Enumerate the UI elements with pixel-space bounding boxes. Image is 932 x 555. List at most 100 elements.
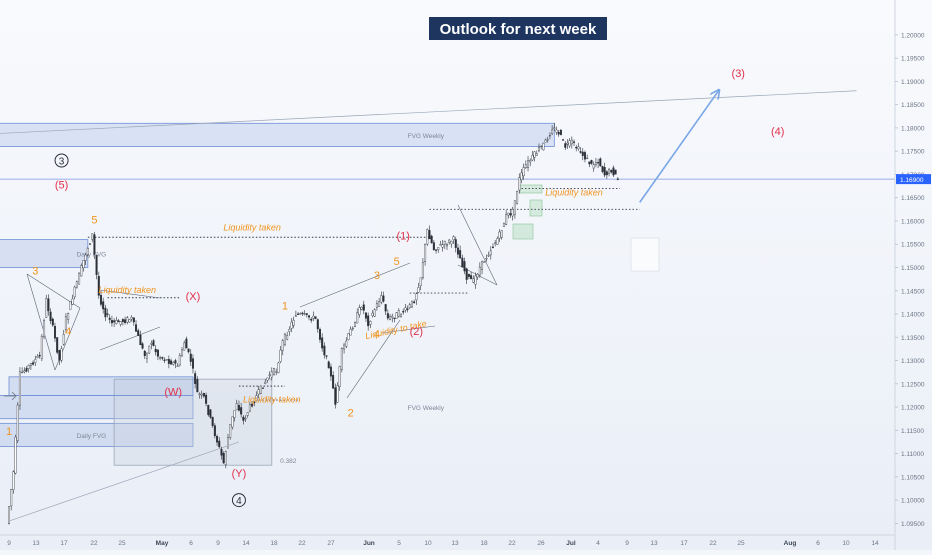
candle-body	[454, 239, 457, 248]
candle-body	[321, 337, 324, 349]
candle-body	[91, 233, 94, 240]
candle-body	[557, 132, 560, 135]
candle-body	[69, 301, 72, 310]
candle-body	[367, 315, 370, 327]
candle-body	[99, 294, 102, 305]
candle-body	[235, 403, 238, 410]
candle-body	[200, 393, 203, 396]
candle-body	[450, 241, 453, 245]
candle-body	[132, 317, 135, 323]
candle-body	[446, 244, 449, 247]
candle-body	[511, 209, 514, 217]
circled-wave-label: 4	[236, 496, 242, 507]
zone-label: FVG Weekly	[408, 133, 445, 140]
candle-body	[126, 317, 129, 323]
candle-body	[246, 412, 249, 416]
wave-label: 2	[348, 407, 354, 419]
candle-body	[174, 360, 177, 364]
time-tick-label: Jul	[566, 540, 576, 547]
candle-body	[524, 164, 527, 168]
candle-body	[362, 304, 365, 311]
candle-body	[187, 348, 190, 353]
candle-body	[441, 244, 444, 248]
candle-body	[472, 278, 475, 283]
candle-body	[198, 393, 201, 395]
candle-body	[272, 368, 275, 375]
candle-body	[601, 166, 604, 172]
candle-body	[255, 395, 258, 401]
candle-body	[384, 304, 387, 312]
candle-body	[421, 262, 424, 279]
time-tick-label: 9	[7, 540, 11, 547]
candle-body	[226, 437, 229, 449]
candle-body	[119, 321, 122, 325]
candle-body	[378, 301, 381, 307]
candle-body	[583, 152, 586, 160]
candle-body	[599, 158, 602, 167]
time-tick-label: 25	[118, 540, 126, 547]
candle-body	[53, 326, 56, 339]
time-tick-label: 22	[508, 540, 516, 547]
candle-body	[588, 161, 591, 165]
candle-body	[75, 281, 78, 288]
time-tick-label: 22	[298, 540, 306, 547]
candle-body	[211, 416, 214, 426]
candle-body	[152, 340, 155, 346]
candle-body	[358, 307, 361, 315]
candle-body	[397, 310, 400, 317]
candle-body	[213, 425, 216, 437]
price-tick-label: 1.13500	[901, 335, 925, 342]
time-tick-label: 13	[650, 540, 658, 547]
time-tick-label: 17	[680, 540, 688, 547]
candle-body	[178, 355, 181, 366]
pattern-line	[99, 326, 161, 351]
price-tick-label: 1.18500	[901, 102, 925, 109]
candle-body	[327, 361, 330, 369]
candle-body	[38, 355, 41, 357]
candle-body	[145, 353, 148, 359]
candle-body	[590, 160, 593, 164]
time-tick-label: 27	[327, 540, 335, 547]
candle-body	[222, 453, 225, 464]
time-tick-label: 4	[596, 540, 600, 547]
price-tick-label: 1.15000	[901, 265, 925, 272]
candle-body	[478, 266, 481, 276]
candle-body	[393, 317, 396, 320]
candle-body	[183, 342, 186, 351]
candle-body	[474, 275, 477, 285]
candle-body	[343, 344, 346, 350]
pattern-line	[346, 319, 401, 399]
candle-body	[95, 255, 98, 275]
candle-body	[507, 212, 510, 216]
candle-body	[7, 506, 10, 524]
candle-body	[305, 313, 308, 315]
candle-body	[570, 139, 573, 145]
liquidity-label: Liquidity taken	[243, 394, 301, 404]
candle-body	[373, 309, 376, 317]
candle-body	[292, 319, 295, 326]
candle-body	[113, 320, 116, 323]
candle-body	[389, 315, 392, 320]
candle-body	[275, 371, 278, 373]
candle-body	[181, 349, 184, 357]
candle-body	[380, 295, 383, 303]
price-tick-label: 1.14500	[901, 288, 925, 295]
candle-body	[612, 167, 615, 176]
candle-body	[205, 394, 208, 404]
candle-body	[581, 151, 584, 156]
candle-body	[40, 336, 43, 359]
candle-body	[308, 315, 311, 318]
candle-body	[439, 244, 442, 246]
candle-body	[395, 312, 398, 319]
candle-body	[124, 319, 127, 323]
candle-body	[172, 361, 175, 365]
pattern-line	[26, 273, 56, 371]
candle-body	[18, 371, 21, 406]
candle-body	[463, 261, 466, 272]
candle-body	[579, 151, 582, 153]
candle-body	[564, 143, 567, 148]
price-tick-label: 1.19500	[901, 56, 925, 63]
candle-body	[159, 357, 162, 359]
candle-body	[115, 320, 118, 324]
